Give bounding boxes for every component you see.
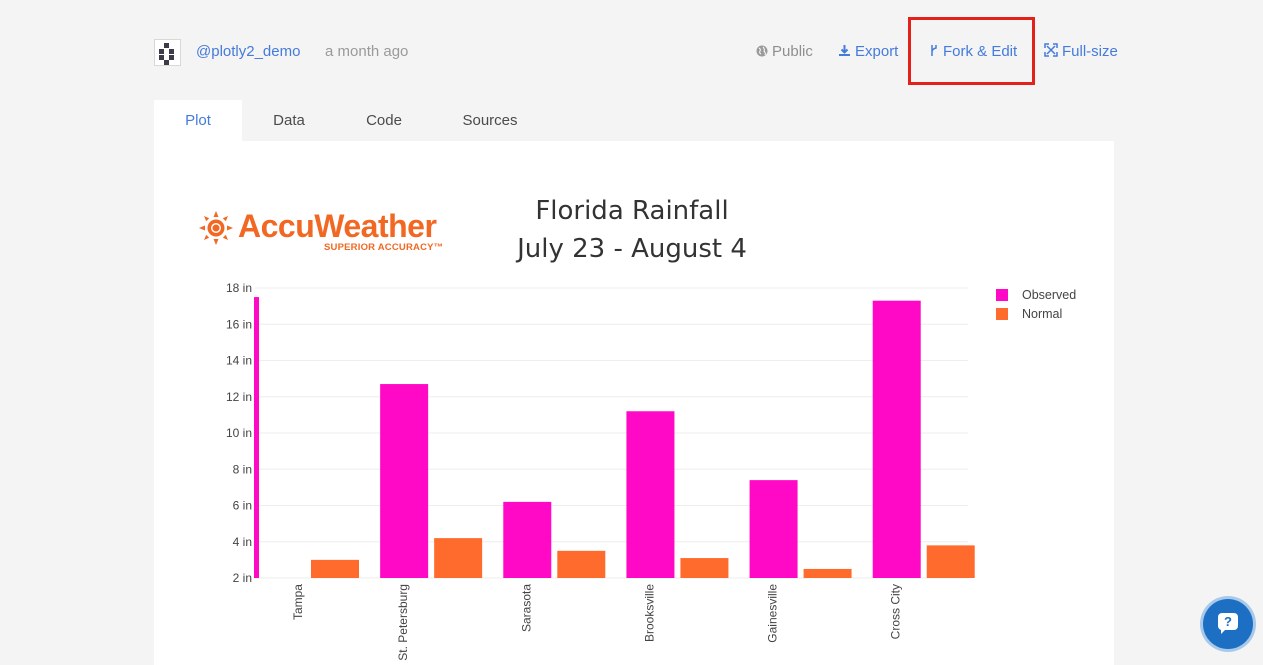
- y-tick-label: 12 in: [226, 390, 252, 404]
- y-tick-label: 6 in: [233, 499, 252, 513]
- timestamp: a month ago: [325, 43, 409, 60]
- bar-chart[interactable]: 2 in 4 in 6 in 8 in 10 in 12 in 14 in 16 in 18 i…: [200, 280, 990, 665]
- bar-normal-brooksville[interactable]: [680, 558, 729, 578]
- y-tick-label: 2 in: [233, 571, 252, 585]
- x-tick-label: Brooksville: [642, 584, 656, 642]
- fork-edit-label: Fork & Edit: [943, 43, 1018, 60]
- x-tick-label: Tampa: [291, 584, 305, 620]
- public-label: Public: [772, 43, 813, 60]
- globe-icon: [756, 44, 768, 61]
- logo-wordmark: AccuWeather: [238, 208, 437, 244]
- x-tick-label: Cross City: [889, 584, 903, 639]
- y-tick-label: 14 in: [226, 354, 252, 368]
- help-chat-button[interactable]: ?: [1203, 599, 1253, 649]
- x-tick-label: Sarasota: [519, 584, 533, 632]
- bar-observed-st-petersburg[interactable]: [380, 384, 429, 578]
- full-size-label: Full-size: [1062, 43, 1118, 60]
- bar-normal-gainesville[interactable]: [803, 568, 852, 578]
- header-bar: @plotly2_demo a month ago Public Export …: [0, 0, 1263, 100]
- x-tick-label: Gainesville: [766, 584, 780, 643]
- tab-sources[interactable]: Sources: [462, 112, 518, 129]
- tab-plot[interactable]: Plot: [154, 100, 242, 142]
- public-status[interactable]: Public: [756, 43, 813, 61]
- legend-swatch-observed: [996, 289, 1008, 301]
- bar-observed-brooksville[interactable]: [626, 411, 675, 578]
- tab-data[interactable]: Data: [273, 112, 305, 129]
- bar-observed-tampa[interactable]: [254, 297, 259, 578]
- bar-observed-cross-city[interactable]: [872, 300, 921, 578]
- x-tick-label: St. Petersburg: [396, 584, 410, 661]
- bar-normal-sarasota[interactable]: [557, 550, 606, 578]
- legend-label-observed: Observed: [1022, 288, 1077, 302]
- sun-icon: [199, 211, 233, 245]
- bar-observed-sarasota[interactable]: [503, 501, 552, 578]
- bar-normal-cross-city[interactable]: [926, 545, 975, 578]
- username-link[interactable]: @plotly2_demo: [196, 43, 301, 60]
- chart-title-line1: Florida Rainfall: [535, 196, 729, 226]
- y-tick-label: 10 in: [226, 426, 252, 440]
- legend-label-normal: Normal: [1022, 307, 1063, 321]
- y-tick-label: 8 in: [233, 462, 252, 476]
- fork-icon: [929, 44, 939, 61]
- logo-tagline: SUPERIOR ACCURACY™: [324, 242, 444, 253]
- full-size-button[interactable]: Full-size: [1044, 43, 1118, 61]
- expand-icon: [1044, 43, 1058, 61]
- fork-edit-highlight-box: [908, 17, 1035, 85]
- export-label: Export: [855, 43, 899, 60]
- chart-title: Florida Rainfall July 23 - August 4: [482, 192, 782, 268]
- y-tick-label: 4 in: [233, 535, 252, 549]
- legend-swatch-normal: [996, 308, 1008, 320]
- chart-title-line2: July 23 - August 4: [517, 234, 747, 264]
- y-tick-label: 18 in: [226, 281, 252, 295]
- fork-edit-button[interactable]: Fork & Edit: [929, 43, 1017, 61]
- bar-normal-st-petersburg[interactable]: [434, 538, 483, 578]
- user-avatar[interactable]: [154, 39, 181, 66]
- tab-code[interactable]: Code: [366, 112, 402, 129]
- y-tick-label: 16 in: [226, 317, 252, 331]
- accuweather-logo: AccuWeather SUPERIOR ACCURACY™: [198, 208, 458, 256]
- export-button[interactable]: Export: [838, 43, 898, 61]
- bar-observed-gainesville[interactable]: [749, 480, 798, 578]
- download-icon: [838, 44, 851, 61]
- bar-normal-tampa[interactable]: [311, 559, 359, 578]
